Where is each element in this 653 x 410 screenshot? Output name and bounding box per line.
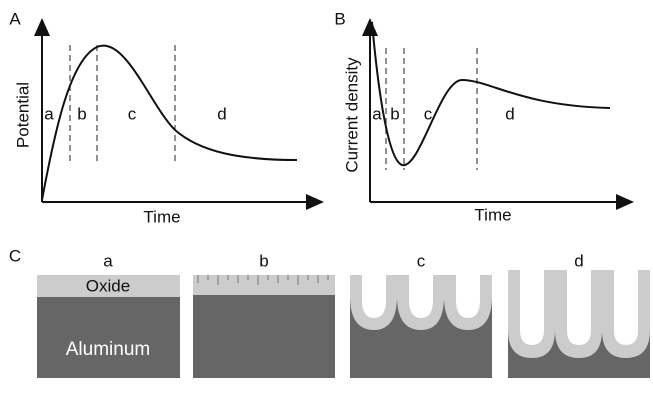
stage-label: a: [103, 251, 113, 270]
panel-label: A: [9, 9, 21, 28]
region-label: c: [424, 104, 433, 123]
region-label: a: [44, 104, 54, 123]
region-label: d: [505, 104, 514, 123]
panel-label: C: [9, 246, 21, 265]
pores: [362, 275, 480, 318]
mask: [500, 258, 653, 270]
oxide: [37, 275, 180, 297]
region-label: b: [390, 104, 399, 123]
panel-label: B: [334, 9, 345, 28]
y-axis-label: Potential: [13, 82, 32, 148]
stage-label: d: [574, 251, 583, 270]
stage-label: b: [259, 251, 268, 270]
x-axis-label: Time: [143, 207, 180, 226]
region-label: a: [372, 104, 382, 123]
potential-curve: [41, 44, 298, 201]
pores: [520, 265, 638, 345]
region-label: b: [77, 104, 86, 123]
x-axis-label: Time: [474, 205, 511, 224]
stage-label: c: [417, 251, 426, 270]
pore-seeds: [197, 275, 329, 285]
region-label: d: [217, 104, 226, 123]
y-axis-label: Current density: [342, 57, 361, 173]
current-curve: [371, 21, 611, 167]
oxide: [193, 275, 335, 295]
region-label: c: [128, 104, 137, 123]
layer-label: Oxide: [86, 276, 130, 295]
layer-label: Aluminum: [66, 339, 150, 360]
